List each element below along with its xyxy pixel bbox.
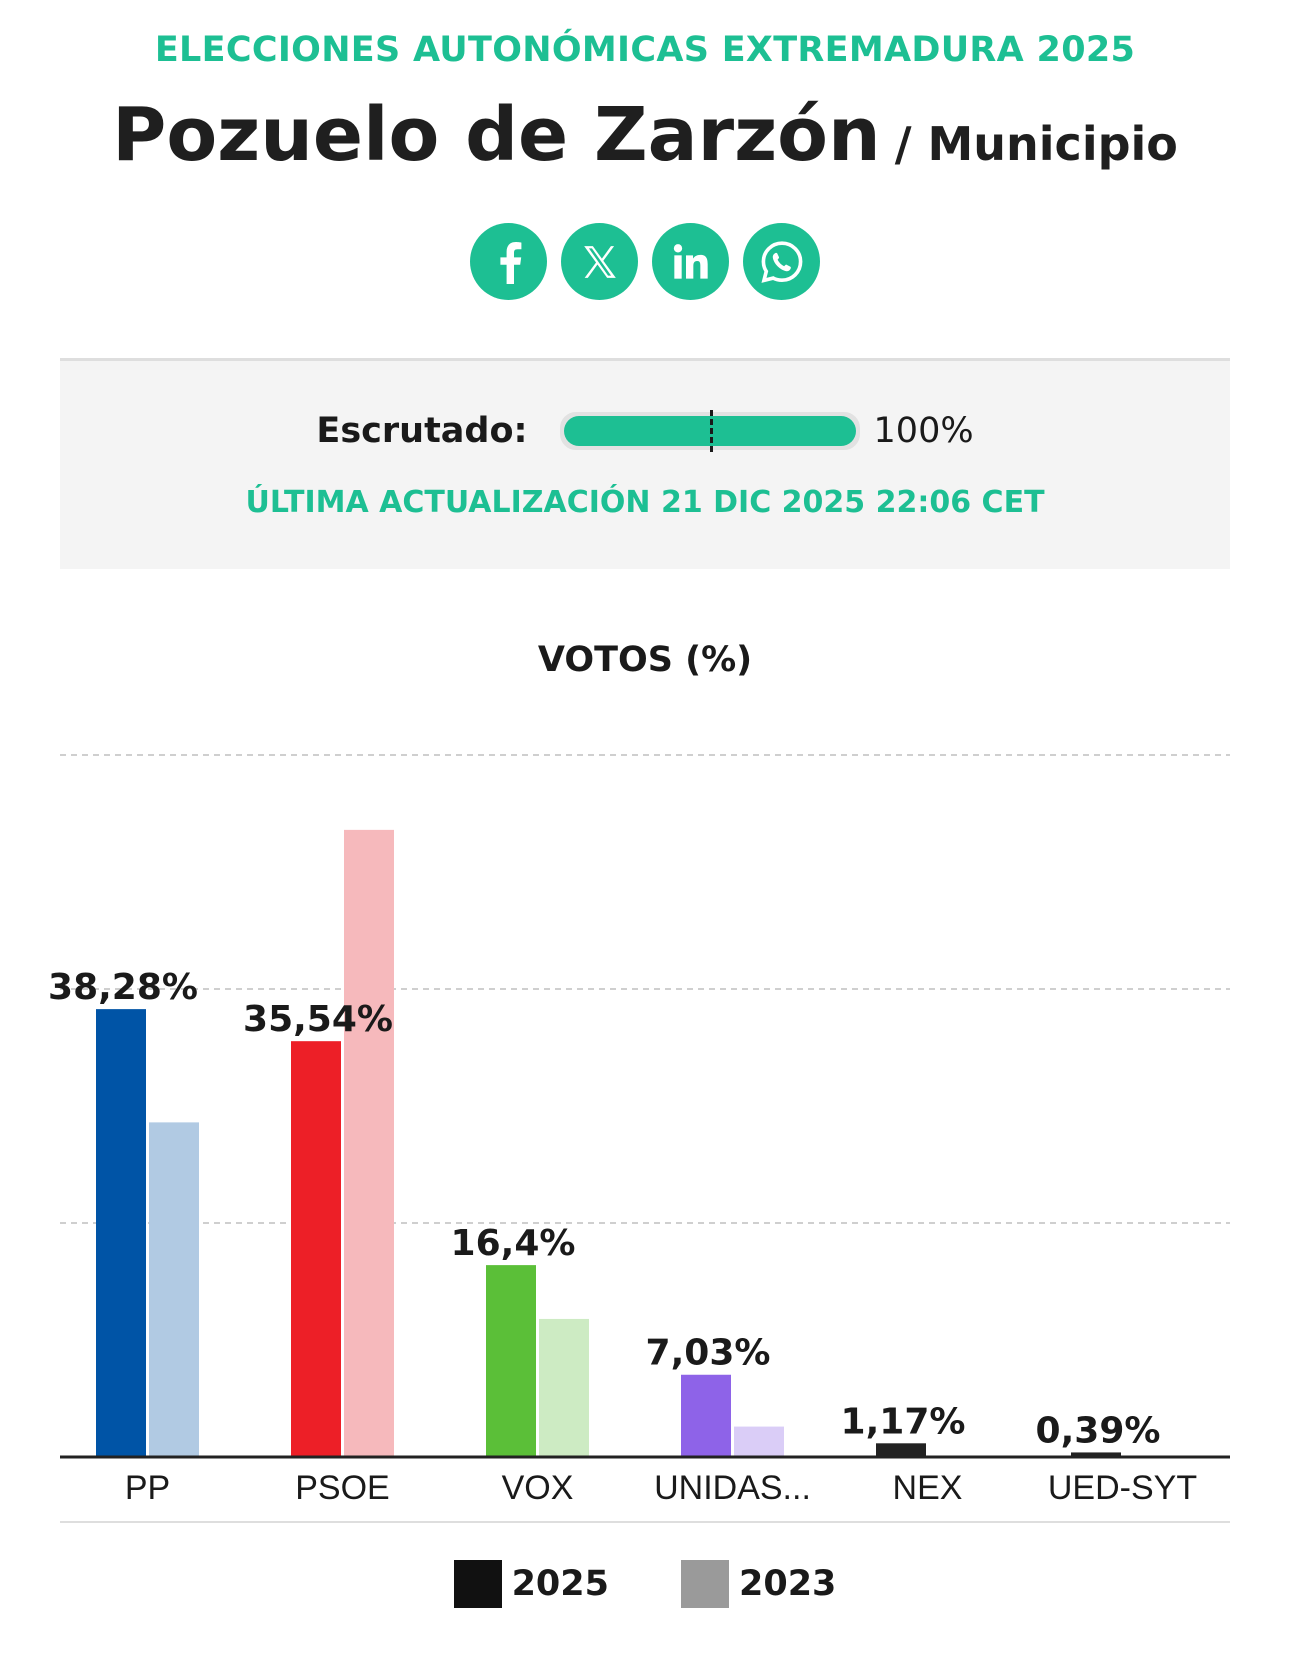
facebook-icon — [499, 241, 521, 284]
election-kicker: ELECCIONES AUTONÓMICAS EXTREMADURA 2025 — [154, 30, 1136, 70]
bar-2025-4 — [876, 1443, 926, 1457]
x-share-button[interactable] — [561, 223, 638, 300]
legend-swatch-2023 — [681, 1560, 729, 1608]
chart-legend: 2025 2023 — [0, 1560, 1290, 1608]
legend-swatch-2025 — [453, 1560, 502, 1608]
whatsapp-share-button[interactable] — [743, 223, 820, 300]
legend-label-2025: 2025 — [511, 1564, 609, 1604]
bar-2025-3 — [681, 1374, 731, 1457]
bar-2025-5 — [1071, 1452, 1121, 1457]
scrutiny-value: 100% — [873, 411, 974, 451]
scrutiny-panel: Escrutado: 100% ÚLTIMA ACTUALIZACIÓN 21 … — [60, 358, 1230, 569]
linkedin-share-button[interactable] — [652, 223, 729, 300]
whatsapp-icon — [760, 240, 802, 283]
category-label-4: NEX — [893, 1469, 963, 1507]
bar-2023-2 — [539, 1318, 589, 1457]
scrutiny-progress-row: Escrutado: 100% — [60, 410, 1230, 452]
value-label-2025-0: 38,28% — [48, 967, 198, 1008]
chart-title: VOTOS (%) — [537, 640, 753, 680]
category-label-3: UNIDAS... — [654, 1469, 811, 1507]
page-title: Pozuelo de Zarzón — [112, 92, 881, 178]
bar-2023-0 — [149, 1122, 199, 1457]
value-label-2025-1: 35,54% — [243, 999, 393, 1040]
legend-label-2023: 2023 — [739, 1564, 837, 1604]
bar-2025-0 — [96, 1009, 146, 1457]
value-label-2025-5: 0,39% — [1036, 1410, 1161, 1451]
value-label-2025-3: 7,03% — [646, 1333, 771, 1374]
linkedin-icon — [673, 243, 708, 279]
legend-item-2023: 2023 — [681, 1560, 836, 1608]
page-title-row: Pozuelo de Zarzón / Municipio — [0, 92, 1290, 178]
scrutiny-midpoint-marker — [709, 410, 713, 452]
last-update: ÚLTIMA ACTUALIZACIÓN 21 DIC 2025 22:06 C… — [245, 485, 1045, 520]
bar-2023-1 — [344, 829, 394, 1457]
bar-2023-3 — [734, 1426, 784, 1457]
scrutiny-label: Escrutado: — [316, 411, 528, 451]
share-buttons — [0, 223, 1290, 300]
page-subtitle: / Municipio — [894, 117, 1178, 171]
value-label-2025-2: 16,4% — [451, 1223, 576, 1264]
category-label-5: UED-SYT — [1048, 1469, 1197, 1507]
x-icon — [583, 245, 616, 278]
value-label-2025-4: 1,17% — [841, 1401, 966, 1442]
category-label-0: PP — [125, 1469, 170, 1507]
scrutiny-progress-bar — [559, 410, 860, 452]
facebook-share-button[interactable] — [470, 223, 547, 300]
category-label-2: VOX — [502, 1469, 574, 1507]
category-label-1: PSOE — [295, 1469, 389, 1507]
bar-2025-1 — [291, 1041, 341, 1457]
votes-bar-chart: 38,28% PP 35,54% PSOE 16,4% VOX 7,03% UNIDAS...… — [48, 754, 1230, 1523]
legend-item-2025: 2025 — [453, 1560, 609, 1608]
bar-2025-2 — [486, 1265, 536, 1457]
